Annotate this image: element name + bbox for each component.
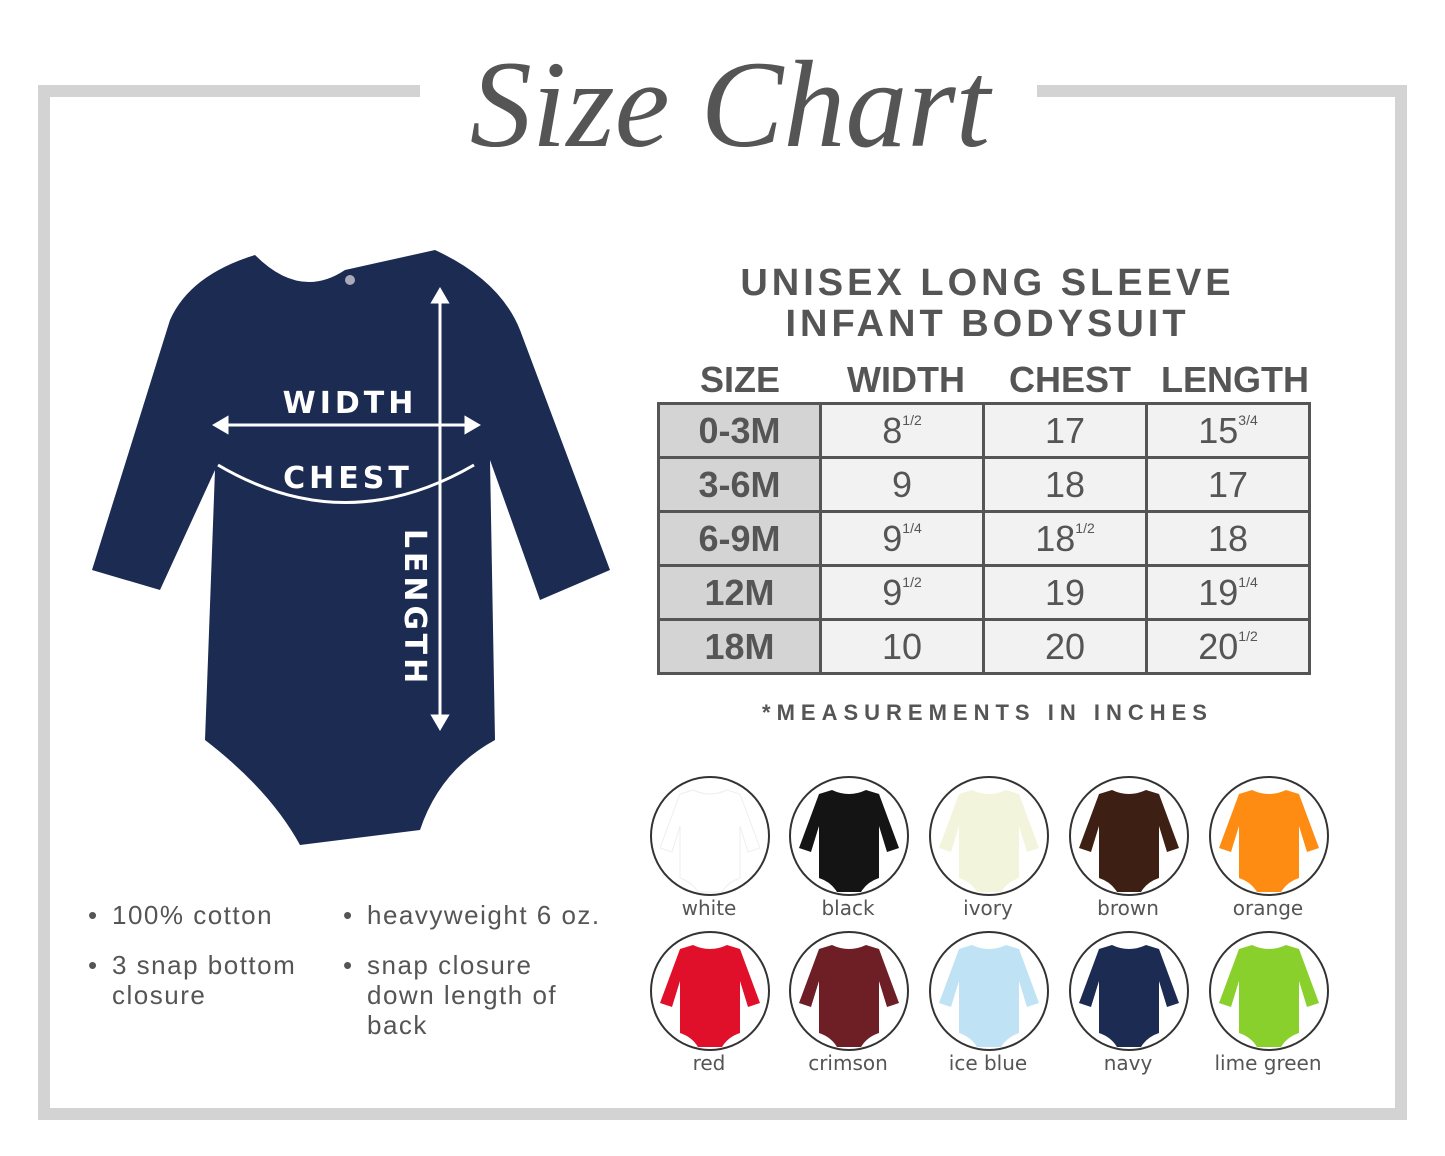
fraction: 1/4 <box>902 519 922 536</box>
cell-chest: 20 <box>982 618 1148 675</box>
cell-width: 81/2 <box>819 402 985 459</box>
color-swatch[interactable] <box>929 931 1049 1051</box>
product-title-line2: INFANT BODYSUIT <box>785 303 1190 345</box>
header-length: LENGTH <box>1161 359 1309 400</box>
feature-item: • heavyweight 6 oz. <box>343 900 601 930</box>
fraction: 1/2 <box>902 573 922 590</box>
table-row: 18M 10 20 201/2 <box>657 618 1311 675</box>
color-name: black <box>821 896 875 920</box>
cell-width: 91/2 <box>819 564 985 621</box>
cell-width: 91/4 <box>819 510 985 567</box>
length-label: LENGTH <box>397 529 432 687</box>
table-row: 3-6M 9 18 17 <box>657 456 1311 513</box>
cell-length: 201/2 <box>1145 618 1311 675</box>
table-row: 6-9M 91/4 181/2 18 <box>657 510 1311 567</box>
fraction: 1/2 <box>902 411 922 428</box>
cell-size: 6-9M <box>657 510 822 567</box>
cell-chest: 17 <box>982 402 1148 459</box>
cell-chest: 18 <box>982 456 1148 513</box>
cell-size: 0-3M <box>657 402 822 459</box>
bodysuit-icon <box>939 790 1039 892</box>
feature-item: • snap closure down length of back <box>343 950 558 1040</box>
page-title: Size Chart <box>469 36 991 173</box>
measurement-note: *MEASUREMENTS IN INCHES <box>762 700 1213 725</box>
color-name: navy <box>1103 1051 1153 1075</box>
color-swatch[interactable] <box>1209 931 1329 1051</box>
cell-width: 10 <box>819 618 985 675</box>
header-size: SIZE <box>699 359 780 400</box>
bodysuit-icon <box>660 945 760 1047</box>
color-name: lime green <box>1214 1051 1322 1075</box>
header-width: WIDTH <box>847 359 965 400</box>
color-name: orange <box>1232 896 1304 920</box>
width-label: WIDTH <box>283 386 418 421</box>
cell-size: 12M <box>657 564 822 621</box>
fraction: 1/4 <box>1238 573 1258 590</box>
product-title-line1: UNISEX LONG SLEEVE <box>740 262 1235 304</box>
color-swatch[interactable] <box>789 776 909 896</box>
chart-frame <box>38 85 1407 1120</box>
cell-size: 3-6M <box>657 456 822 513</box>
color-name: brown <box>1097 896 1159 920</box>
cell-length: 17 <box>1145 456 1311 513</box>
color-name: crimson <box>808 1051 888 1075</box>
fraction: 3/4 <box>1238 411 1258 428</box>
color-name: ivory <box>963 896 1013 920</box>
fraction: 1/2 <box>1075 519 1095 536</box>
color-swatch[interactable] <box>1069 776 1189 896</box>
bodysuit-diagram: WIDTH CHEST LENGTH <box>92 250 610 845</box>
bodysuit-icon <box>1079 790 1179 892</box>
feature-item: • 100% cotton <box>88 900 274 930</box>
bodysuit-icon <box>660 789 760 893</box>
cell-chest: 181/2 <box>982 510 1148 567</box>
header-chest: CHEST <box>1008 359 1131 400</box>
bodysuit-icon <box>1079 945 1179 1047</box>
color-swatch[interactable] <box>650 931 770 1051</box>
feature-item: • 3 snap bottom closure <box>88 950 297 1010</box>
color-swatch[interactable] <box>650 776 770 896</box>
fraction: 1/2 <box>1238 627 1258 644</box>
bodysuit-icon <box>799 790 899 892</box>
color-swatch[interactable] <box>929 776 1049 896</box>
size-table: 0-3M 81/2 17 153/4 3-6M 9 18 17 6-9M 91/4 181/2 18 1… <box>657 402 1311 675</box>
bodysuit-icon <box>1219 790 1319 892</box>
snap-icon <box>345 275 355 285</box>
cell-length: 153/4 <box>1145 402 1311 459</box>
color-swatch[interactable] <box>789 931 909 1051</box>
table-row: 0-3M 81/2 17 153/4 <box>657 402 1311 459</box>
cell-chest: 19 <box>982 564 1148 621</box>
bodysuit-icon <box>1219 945 1319 1047</box>
bodysuit-icon <box>939 945 1039 1047</box>
color-swatch[interactable] <box>1069 931 1189 1051</box>
cell-length: 18 <box>1145 510 1311 567</box>
cell-width: 9 <box>819 456 985 513</box>
bodysuit-illustration <box>92 250 610 845</box>
color-name: ice blue <box>948 1051 1028 1075</box>
table-row: 12M 91/2 19 191/4 <box>657 564 1311 621</box>
bodysuit-icon <box>799 945 899 1047</box>
color-name: red <box>692 1051 726 1075</box>
cell-size: 18M <box>657 618 822 675</box>
chest-label: CHEST <box>283 461 413 496</box>
color-name: white <box>681 896 737 920</box>
color-swatch[interactable] <box>1209 776 1329 896</box>
cell-length: 191/4 <box>1145 564 1311 621</box>
measurement-arrows <box>212 287 481 731</box>
